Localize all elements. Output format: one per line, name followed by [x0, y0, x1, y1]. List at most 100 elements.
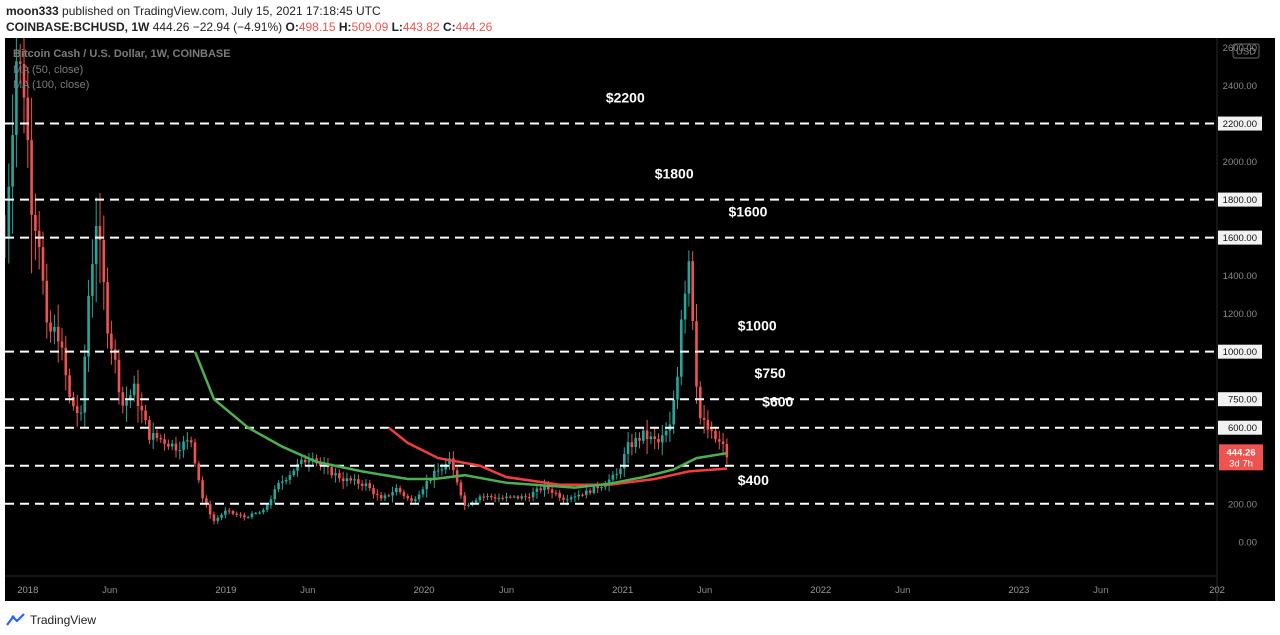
brand-name: TradingView — [30, 613, 97, 627]
level-tick-box: 1600.00 — [1218, 230, 1262, 245]
candle — [144, 404, 147, 425]
candle — [167, 439, 170, 450]
level-tick-value: 1800.00 — [1223, 195, 1257, 206]
candle — [205, 495, 208, 508]
candle — [189, 436, 193, 448]
candle — [387, 493, 391, 498]
time-tick: 2022 — [810, 585, 831, 596]
candle — [315, 454, 318, 467]
level-tick-value: 750.00 — [1228, 395, 1257, 406]
publication-line: moon333 published on TradingView.com, Ju… — [6, 3, 1276, 19]
candle — [478, 494, 482, 504]
candle — [34, 193, 37, 261]
level-tick-box: 1000.00 — [1218, 344, 1262, 359]
candle — [664, 422, 668, 443]
candle — [634, 432, 637, 454]
candle — [698, 381, 702, 425]
time-tick: Jun — [499, 585, 514, 596]
symbol-label: COINBASE:BCHUSD, 1W — [6, 20, 150, 34]
candle — [11, 94, 14, 234]
candle — [691, 251, 694, 330]
ma50-line — [193, 351, 728, 489]
candle — [132, 375, 136, 402]
candle — [379, 491, 383, 502]
candle — [136, 369, 140, 423]
time-tick: Jun — [1093, 585, 1108, 596]
candle — [721, 432, 725, 456]
candle — [239, 512, 242, 519]
candle — [68, 368, 71, 404]
candle — [626, 432, 630, 464]
price-axis[interactable]: 2600.00 2400.00 2200.00 2000.00 1800.00 1600.… — [1218, 43, 1262, 548]
candle — [265, 503, 269, 512]
candle — [170, 440, 174, 451]
candle — [151, 422, 155, 450]
candle — [524, 493, 527, 501]
time-tick: 2019 — [215, 585, 236, 596]
candle — [657, 433, 660, 450]
candle — [117, 349, 121, 405]
candle — [284, 477, 288, 485]
candle — [660, 424, 664, 456]
candle — [269, 495, 273, 509]
legend-main: Bitcoin Cash / U.S. Dollar, 1W, COINBASE — [13, 48, 231, 60]
candle — [262, 507, 265, 515]
candle — [353, 474, 356, 486]
candle — [341, 471, 345, 489]
last-price: 444.26 — [152, 20, 190, 34]
candle — [615, 468, 618, 480]
price-chart[interactable]: $2200 $1800 $1600 $1000 $750 $600 $400 2600.00… — [5, 38, 1275, 601]
candle — [622, 447, 626, 478]
time-tick: 2023 — [1008, 585, 1029, 596]
chart-area[interactable]: $2200 $1800 $1600 $1000 $750 $600 $400 2600.00… — [5, 38, 1275, 601]
candle — [220, 512, 223, 521]
candle — [106, 267, 109, 349]
candle — [334, 467, 337, 483]
candle — [83, 344, 87, 429]
candle — [585, 486, 588, 499]
candle — [224, 507, 227, 519]
candle — [562, 494, 565, 503]
candle — [512, 494, 516, 499]
candle — [459, 479, 463, 499]
candle — [296, 458, 299, 477]
footer-brand[interactable]: TradingView — [6, 610, 96, 630]
candle — [345, 472, 349, 487]
time-tick: Jun — [300, 585, 315, 596]
candle — [702, 404, 706, 434]
candle — [338, 469, 341, 483]
candle — [212, 511, 216, 525]
candle — [288, 470, 292, 485]
candle — [714, 427, 717, 443]
candle — [376, 489, 379, 501]
candle — [653, 428, 656, 450]
candle — [649, 431, 653, 445]
candle — [182, 435, 185, 458]
chart-header: moon333 published on TradingView.com, Ju… — [6, 3, 1276, 35]
price-tick: 1400.00 — [1223, 271, 1257, 282]
candle — [15, 38, 18, 168]
time-tick: 2021 — [612, 585, 633, 596]
last-price-tag: 444.26 3d 7h — [1219, 444, 1263, 471]
candle — [531, 487, 535, 502]
candle — [18, 43, 22, 83]
ma100-line — [387, 426, 727, 486]
candle — [630, 433, 634, 456]
levels-layer — [5, 122, 1217, 505]
candle — [505, 492, 508, 502]
candle — [110, 320, 113, 365]
time-axis[interactable]: 2018 Jun 2019 Jun 2020 Jun 2021 Jun 2022 Jun 2023 J… — [17, 585, 1225, 596]
author-name[interactable]: moon333 — [6, 4, 59, 18]
candle — [125, 386, 128, 422]
candle — [368, 479, 372, 491]
time-tick: Jun — [895, 585, 910, 596]
level-label: $2200 — [606, 90, 645, 106]
candle — [641, 427, 645, 445]
currency-badge[interactable]: USD — [1232, 43, 1260, 59]
candle — [113, 339, 117, 374]
candle — [645, 419, 649, 455]
candle — [683, 280, 687, 334]
time-tick: 2018 — [17, 585, 38, 596]
candle — [102, 215, 106, 310]
price-tick: 2000.00 — [1223, 157, 1257, 168]
